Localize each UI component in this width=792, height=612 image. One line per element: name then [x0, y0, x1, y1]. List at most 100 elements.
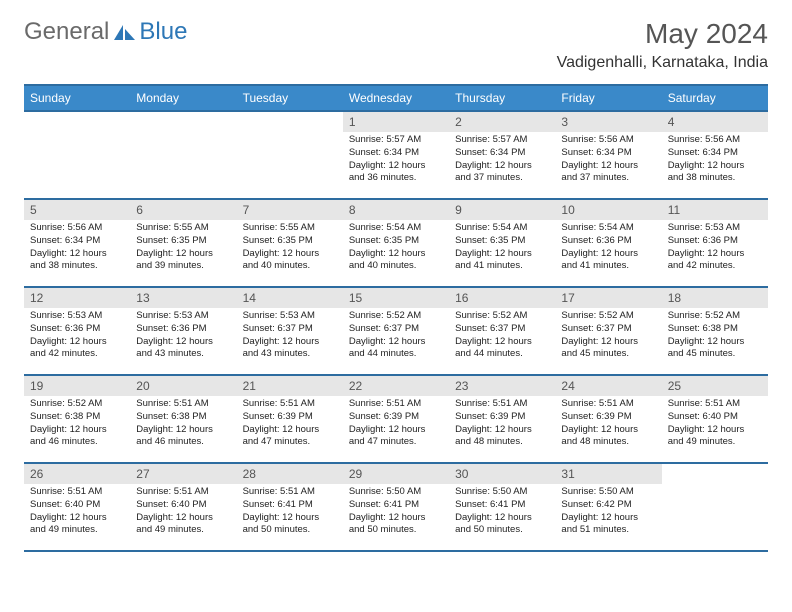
calendar-cell: 21Sunrise: 5:51 AMSunset: 6:39 PMDayligh…: [237, 375, 343, 463]
calendar-cell: 19Sunrise: 5:52 AMSunset: 6:38 PMDayligh…: [24, 375, 130, 463]
calendar-cell: 29Sunrise: 5:50 AMSunset: 6:41 PMDayligh…: [343, 463, 449, 551]
brand-logo: General Blue: [24, 18, 187, 46]
day-number: 6: [130, 200, 236, 220]
day-number: 24: [555, 376, 661, 396]
day-details: Sunrise: 5:55 AMSunset: 6:35 PMDaylight:…: [237, 220, 343, 277]
day-header-row: SundayMondayTuesdayWednesdayThursdayFrid…: [24, 85, 768, 111]
calendar-cell: 9Sunrise: 5:54 AMSunset: 6:35 PMDaylight…: [449, 199, 555, 287]
day-details: Sunrise: 5:57 AMSunset: 6:34 PMDaylight:…: [343, 132, 449, 189]
calendar-cell: [662, 463, 768, 551]
day-details: Sunrise: 5:56 AMSunset: 6:34 PMDaylight:…: [24, 220, 130, 277]
day-details: Sunrise: 5:52 AMSunset: 6:38 PMDaylight:…: [24, 396, 130, 453]
day-number: 15: [343, 288, 449, 308]
day-number: 16: [449, 288, 555, 308]
day-number: 23: [449, 376, 555, 396]
calendar-week: 1Sunrise: 5:57 AMSunset: 6:34 PMDaylight…: [24, 111, 768, 199]
day-number: 19: [24, 376, 130, 396]
day-number: 25: [662, 376, 768, 396]
day-details: Sunrise: 5:51 AMSunset: 6:40 PMDaylight:…: [662, 396, 768, 453]
calendar-cell: 23Sunrise: 5:51 AMSunset: 6:39 PMDayligh…: [449, 375, 555, 463]
day-number: 26: [24, 464, 130, 484]
day-number: 1: [343, 112, 449, 132]
day-details: Sunrise: 5:53 AMSunset: 6:36 PMDaylight:…: [24, 308, 130, 365]
day-details: Sunrise: 5:50 AMSunset: 6:41 PMDaylight:…: [343, 484, 449, 541]
calendar-cell: 30Sunrise: 5:50 AMSunset: 6:41 PMDayligh…: [449, 463, 555, 551]
day-details: Sunrise: 5:50 AMSunset: 6:41 PMDaylight:…: [449, 484, 555, 541]
day-number: 14: [237, 288, 343, 308]
day-number: 10: [555, 200, 661, 220]
calendar-cell: 1Sunrise: 5:57 AMSunset: 6:34 PMDaylight…: [343, 111, 449, 199]
month-title: May 2024: [557, 18, 768, 50]
calendar-week: 12Sunrise: 5:53 AMSunset: 6:36 PMDayligh…: [24, 287, 768, 375]
day-details: Sunrise: 5:52 AMSunset: 6:38 PMDaylight:…: [662, 308, 768, 365]
day-number: 18: [662, 288, 768, 308]
day-details: Sunrise: 5:51 AMSunset: 6:39 PMDaylight:…: [555, 396, 661, 453]
day-details: Sunrise: 5:52 AMSunset: 6:37 PMDaylight:…: [555, 308, 661, 365]
brand-part1: General: [24, 18, 109, 46]
calendar-cell: 18Sunrise: 5:52 AMSunset: 6:38 PMDayligh…: [662, 287, 768, 375]
day-details: Sunrise: 5:53 AMSunset: 6:36 PMDaylight:…: [662, 220, 768, 277]
calendar-cell: 7Sunrise: 5:55 AMSunset: 6:35 PMDaylight…: [237, 199, 343, 287]
calendar-cell: 12Sunrise: 5:53 AMSunset: 6:36 PMDayligh…: [24, 287, 130, 375]
day-number: 7: [237, 200, 343, 220]
calendar-cell: 16Sunrise: 5:52 AMSunset: 6:37 PMDayligh…: [449, 287, 555, 375]
calendar-week: 5Sunrise: 5:56 AMSunset: 6:34 PMDaylight…: [24, 199, 768, 287]
day-number: 2: [449, 112, 555, 132]
day-details: Sunrise: 5:55 AMSunset: 6:35 PMDaylight:…: [130, 220, 236, 277]
day-details: Sunrise: 5:54 AMSunset: 6:35 PMDaylight:…: [343, 220, 449, 277]
day-details: Sunrise: 5:56 AMSunset: 6:34 PMDaylight:…: [555, 132, 661, 189]
location-subtitle: Vadigenhalli, Karnataka, India: [557, 54, 768, 72]
calendar-cell: 5Sunrise: 5:56 AMSunset: 6:34 PMDaylight…: [24, 199, 130, 287]
calendar-cell: 17Sunrise: 5:52 AMSunset: 6:37 PMDayligh…: [555, 287, 661, 375]
day-details: Sunrise: 5:53 AMSunset: 6:37 PMDaylight:…: [237, 308, 343, 365]
calendar-cell: 4Sunrise: 5:56 AMSunset: 6:34 PMDaylight…: [662, 111, 768, 199]
day-details: Sunrise: 5:52 AMSunset: 6:37 PMDaylight:…: [343, 308, 449, 365]
day-details: Sunrise: 5:51 AMSunset: 6:40 PMDaylight:…: [130, 484, 236, 541]
day-header: Wednesday: [343, 85, 449, 111]
calendar-week: 26Sunrise: 5:51 AMSunset: 6:40 PMDayligh…: [24, 463, 768, 551]
calendar-cell: 26Sunrise: 5:51 AMSunset: 6:40 PMDayligh…: [24, 463, 130, 551]
day-details: Sunrise: 5:51 AMSunset: 6:39 PMDaylight:…: [343, 396, 449, 453]
day-details: Sunrise: 5:51 AMSunset: 6:39 PMDaylight:…: [449, 396, 555, 453]
calendar-cell: 24Sunrise: 5:51 AMSunset: 6:39 PMDayligh…: [555, 375, 661, 463]
day-number: 20: [130, 376, 236, 396]
calendar-cell: 3Sunrise: 5:56 AMSunset: 6:34 PMDaylight…: [555, 111, 661, 199]
day-number: 30: [449, 464, 555, 484]
calendar-cell: 20Sunrise: 5:51 AMSunset: 6:38 PMDayligh…: [130, 375, 236, 463]
calendar-cell: 28Sunrise: 5:51 AMSunset: 6:41 PMDayligh…: [237, 463, 343, 551]
day-number: 4: [662, 112, 768, 132]
logo-sail-icon: [113, 23, 137, 41]
day-number: 28: [237, 464, 343, 484]
day-header: Monday: [130, 85, 236, 111]
day-number: 27: [130, 464, 236, 484]
calendar-cell: 31Sunrise: 5:50 AMSunset: 6:42 PMDayligh…: [555, 463, 661, 551]
calendar-cell: 14Sunrise: 5:53 AMSunset: 6:37 PMDayligh…: [237, 287, 343, 375]
day-details: Sunrise: 5:57 AMSunset: 6:34 PMDaylight:…: [449, 132, 555, 189]
calendar-cell: 27Sunrise: 5:51 AMSunset: 6:40 PMDayligh…: [130, 463, 236, 551]
calendar-cell: 6Sunrise: 5:55 AMSunset: 6:35 PMDaylight…: [130, 199, 236, 287]
day-number: 3: [555, 112, 661, 132]
calendar-cell: 10Sunrise: 5:54 AMSunset: 6:36 PMDayligh…: [555, 199, 661, 287]
calendar-cell: 11Sunrise: 5:53 AMSunset: 6:36 PMDayligh…: [662, 199, 768, 287]
day-details: Sunrise: 5:52 AMSunset: 6:37 PMDaylight:…: [449, 308, 555, 365]
calendar-cell: [130, 111, 236, 199]
day-details: Sunrise: 5:51 AMSunset: 6:39 PMDaylight:…: [237, 396, 343, 453]
calendar-cell: 15Sunrise: 5:52 AMSunset: 6:37 PMDayligh…: [343, 287, 449, 375]
day-header: Sunday: [24, 85, 130, 111]
brand-part2: Blue: [139, 18, 187, 46]
day-details: Sunrise: 5:56 AMSunset: 6:34 PMDaylight:…: [662, 132, 768, 189]
day-details: Sunrise: 5:51 AMSunset: 6:41 PMDaylight:…: [237, 484, 343, 541]
calendar-cell: [24, 111, 130, 199]
day-number: 29: [343, 464, 449, 484]
day-details: Sunrise: 5:51 AMSunset: 6:40 PMDaylight:…: [24, 484, 130, 541]
calendar-cell: 13Sunrise: 5:53 AMSunset: 6:36 PMDayligh…: [130, 287, 236, 375]
day-number: 31: [555, 464, 661, 484]
day-number: 22: [343, 376, 449, 396]
day-number: 11: [662, 200, 768, 220]
calendar-cell: 8Sunrise: 5:54 AMSunset: 6:35 PMDaylight…: [343, 199, 449, 287]
calendar-cell: 2Sunrise: 5:57 AMSunset: 6:34 PMDaylight…: [449, 111, 555, 199]
day-number: 8: [343, 200, 449, 220]
day-number: 21: [237, 376, 343, 396]
day-number: 5: [24, 200, 130, 220]
calendar-cell: [237, 111, 343, 199]
